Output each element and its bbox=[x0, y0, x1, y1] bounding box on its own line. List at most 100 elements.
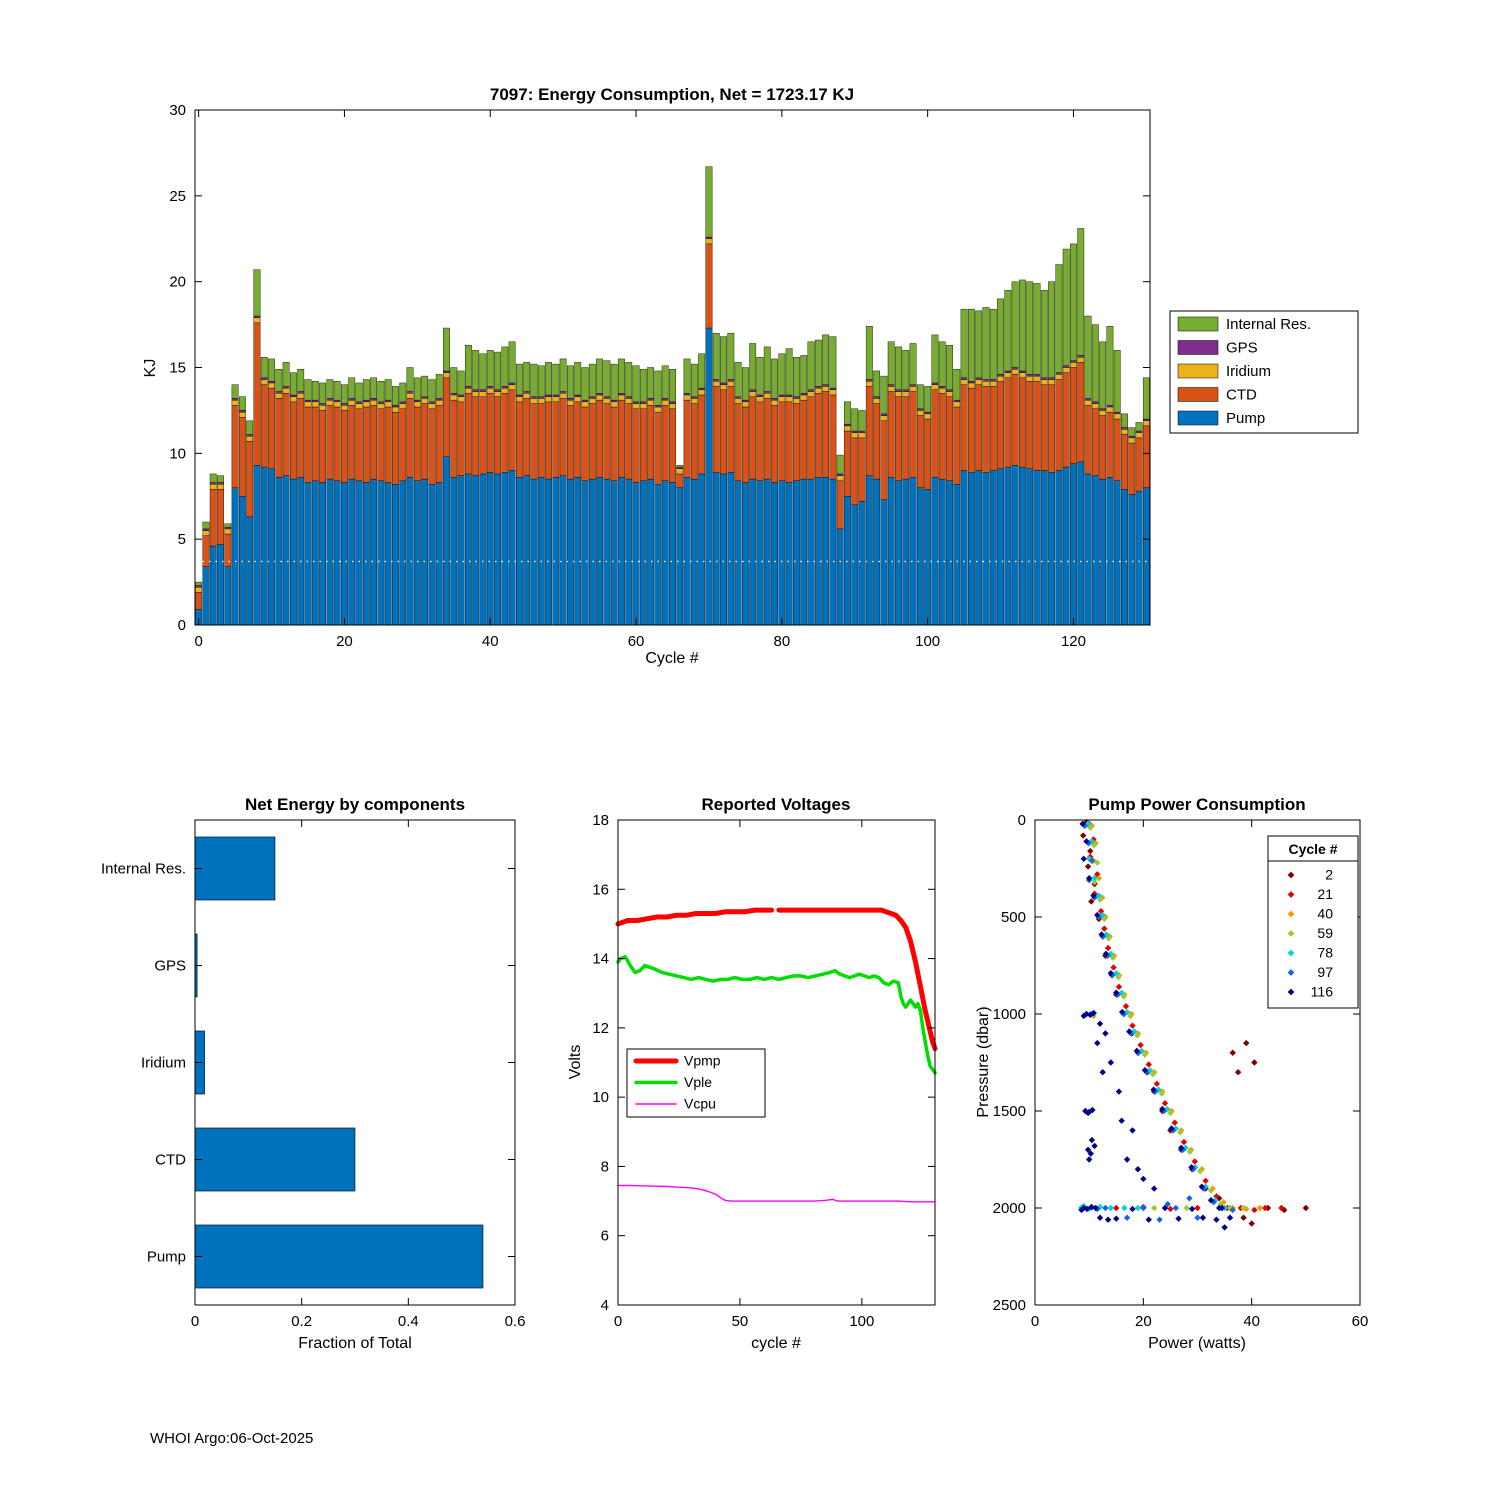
bar-segment-ctd bbox=[370, 405, 378, 480]
bar-segment-internal bbox=[741, 367, 749, 401]
bar-segment-pump bbox=[224, 566, 232, 626]
bar-segment-iridium bbox=[217, 484, 224, 490]
bar-segment-gps bbox=[887, 384, 895, 387]
bar-segment-internal bbox=[319, 382, 326, 404]
voltages-ylabel: Volts bbox=[567, 1045, 584, 1080]
bar-segment-pump bbox=[501, 472, 509, 626]
svg-text:2000: 2000 bbox=[993, 1200, 1026, 1217]
bar-segment-iridium bbox=[224, 528, 232, 535]
bar-segment-pump bbox=[647, 478, 655, 626]
bar-segment-pump bbox=[370, 478, 378, 626]
bar-segment-pump bbox=[231, 487, 239, 626]
bar-segment-iridium bbox=[195, 587, 203, 593]
footer-text: WHOI Argo:06-Oct-2025 bbox=[150, 1430, 313, 1447]
bar-segment-internal bbox=[209, 473, 217, 483]
bar-segment-iridium bbox=[1084, 399, 1092, 406]
energy-consumption-stacked-bars bbox=[195, 166, 1150, 626]
legend-title: Cycle # bbox=[1288, 841, 1337, 857]
bar-segment-gps bbox=[545, 394, 552, 397]
bar-segment-pump bbox=[807, 478, 815, 626]
bar-segment-iridium bbox=[297, 393, 305, 399]
svg-text:100: 100 bbox=[849, 1313, 874, 1330]
bar-segment-internal bbox=[384, 379, 392, 401]
bar-segment-ctd bbox=[822, 391, 829, 478]
legend-swatch-iridium bbox=[1177, 363, 1219, 379]
bar-segment-gps bbox=[1135, 430, 1143, 433]
bar-segment-gps bbox=[734, 396, 742, 399]
bar-segment-internal bbox=[588, 363, 596, 397]
bar-segment-iridium bbox=[909, 386, 917, 392]
bar-segment-internal bbox=[1128, 427, 1136, 437]
bar-segment-pump bbox=[399, 480, 407, 626]
bar-segment-iridium bbox=[1019, 372, 1026, 378]
bar-segment-ctd bbox=[1113, 418, 1121, 481]
component-label: CTD bbox=[155, 1152, 186, 1169]
bar-segment-gps bbox=[639, 401, 647, 404]
bar-segment-internal bbox=[370, 377, 378, 399]
bar-segment-gps bbox=[253, 315, 261, 318]
bar-segment-gps bbox=[472, 389, 480, 392]
bar-segment-ctd bbox=[669, 408, 676, 483]
pump-power-xlabel: Power (watts) bbox=[1148, 1335, 1246, 1352]
bar-segment-ctd bbox=[377, 408, 385, 482]
bar-segment-gps bbox=[297, 391, 305, 394]
bar-segment-internal bbox=[1084, 315, 1092, 399]
bar-segment-ctd bbox=[763, 398, 771, 480]
bar-segment-internal bbox=[712, 332, 720, 380]
bar-segment-internal bbox=[508, 341, 516, 384]
line-vple bbox=[616, 955, 937, 1075]
bar-segment-pump bbox=[975, 470, 983, 626]
bar-segment-pump bbox=[567, 478, 574, 626]
bar-segment-internal bbox=[1142, 377, 1150, 420]
bar-segment-pump bbox=[202, 566, 210, 626]
bar-segment-internal bbox=[1011, 281, 1019, 368]
bar-segment-iridium bbox=[1106, 406, 1114, 413]
bar-segment-gps bbox=[268, 381, 275, 384]
bar-segment-gps bbox=[1084, 398, 1092, 401]
bar-segment-internal bbox=[865, 326, 873, 380]
bar-segment-pump bbox=[712, 472, 720, 626]
bar-segment-pump bbox=[938, 478, 946, 626]
bar-segment-ctd bbox=[618, 399, 625, 478]
bar-segment-gps bbox=[428, 401, 436, 404]
bar-segment-internal bbox=[756, 357, 764, 396]
bar-segment-gps bbox=[654, 405, 662, 408]
bar-segment-ctd bbox=[1091, 408, 1099, 476]
bar-segment-pump bbox=[304, 482, 312, 626]
bar-segment-iridium bbox=[537, 398, 545, 404]
svg-text:0: 0 bbox=[1018, 812, 1026, 829]
svg-text:2500: 2500 bbox=[993, 1297, 1026, 1314]
bar-segment-ctd bbox=[326, 405, 334, 480]
bar-segment-gps bbox=[858, 430, 866, 433]
bar-segment-ctd bbox=[661, 405, 669, 481]
bar-segment-ctd bbox=[581, 406, 589, 482]
bar-segment-pump bbox=[1128, 494, 1136, 626]
bar-segment-internal bbox=[479, 353, 487, 391]
legend-label-cycle-21: 21 bbox=[1317, 886, 1333, 902]
bar-segment-pump bbox=[217, 544, 224, 626]
bar-segment-ctd bbox=[647, 405, 655, 480]
bar-segment-iridium bbox=[851, 432, 859, 439]
bar-segment-ctd bbox=[1070, 367, 1077, 464]
bar-segment-gps bbox=[960, 377, 968, 380]
bar-segment-gps bbox=[282, 386, 290, 389]
bar-segment-internal bbox=[537, 365, 545, 397]
bar-segment-iridium bbox=[625, 398, 633, 404]
bar-segment-gps bbox=[508, 382, 516, 385]
svg-text:30: 30 bbox=[169, 102, 186, 119]
bar-segment-gps bbox=[902, 389, 910, 392]
voltages-axes: 0 50 100 4 6 8 10 12 14 16 18 bbox=[592, 812, 936, 1330]
svg-text:0.4: 0.4 bbox=[398, 1313, 419, 1330]
legend-label-iridium: Iridium bbox=[1226, 363, 1271, 380]
bar-segment-iridium bbox=[457, 396, 465, 403]
energy-chart-legend: Internal Res. GPS Iridium CTD Pump bbox=[1169, 310, 1359, 434]
svg-text:60: 60 bbox=[628, 633, 645, 650]
bar-segment-ctd bbox=[1011, 374, 1019, 466]
svg-text:1000: 1000 bbox=[993, 1006, 1026, 1023]
bar-segment-internal bbox=[946, 344, 953, 391]
bar-segment-iridium bbox=[596, 394, 604, 401]
bar-segment-iridium bbox=[989, 381, 997, 387]
voltages-lines bbox=[615, 907, 938, 1203]
bar-segment-pump bbox=[720, 473, 727, 626]
bar-segment-gps bbox=[836, 473, 844, 476]
